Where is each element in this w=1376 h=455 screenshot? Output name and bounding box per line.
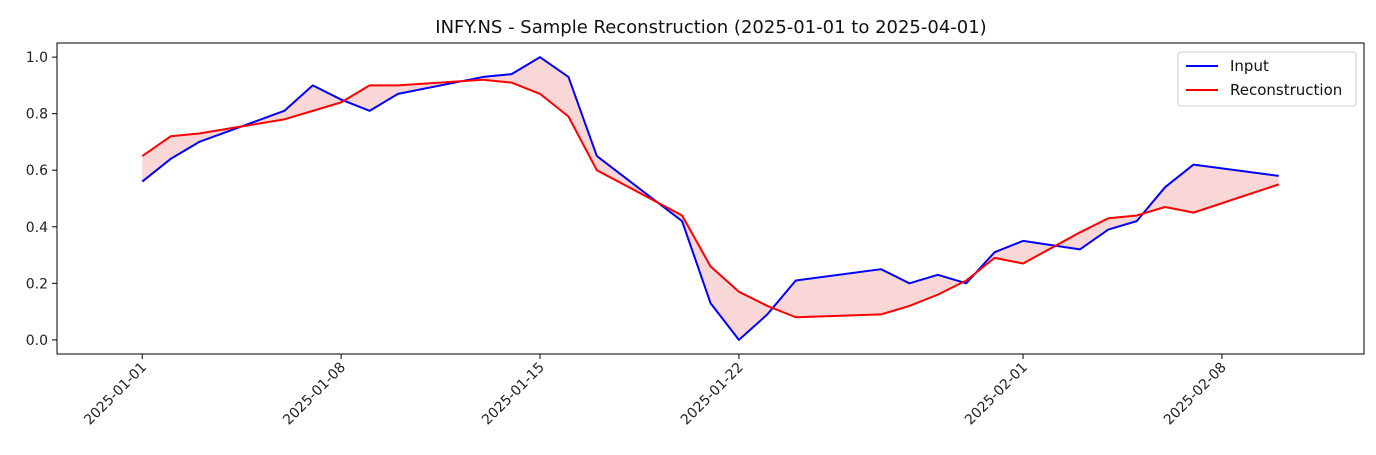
x-tick-label: 2025-01-15 bbox=[479, 360, 548, 429]
x-tick-label: 2025-02-08 bbox=[1161, 360, 1230, 429]
y-tick-label: 0.2 bbox=[26, 276, 48, 292]
legend-box bbox=[1177, 51, 1357, 107]
y-tick-label: 0.4 bbox=[26, 220, 48, 236]
y-tick-label: 0.8 bbox=[26, 107, 48, 123]
legend-label: Input bbox=[1230, 57, 1269, 75]
chart-title: INFY.NS - Sample Reconstruction (2025-01… bbox=[435, 17, 986, 38]
y-tick-label: 1.0 bbox=[26, 50, 48, 66]
difference-fill bbox=[142, 57, 1279, 340]
plot-frame bbox=[56, 42, 1365, 355]
y-tick-label: 0.0 bbox=[26, 333, 48, 349]
x-tick-label: 2025-02-01 bbox=[962, 360, 1031, 429]
x-tick-label: 2025-01-08 bbox=[280, 360, 349, 429]
legend: Input Reconstruction bbox=[1177, 51, 1357, 107]
x-tick-label: 2025-01-01 bbox=[81, 360, 150, 429]
plot-area bbox=[141, 56, 1280, 341]
series-line-input bbox=[141, 56, 1279, 341]
series-line-reconstruction bbox=[141, 78, 1280, 319]
x-tick-label: 2025-01-22 bbox=[678, 360, 747, 429]
y-tick-label: 0.6 bbox=[26, 163, 48, 179]
axes: 0.0 0.2 0.4 0.6 0.8 1.0 2025-01-01 2025-01-08 20… bbox=[26, 50, 1230, 428]
legend-label: Reconstruction bbox=[1230, 81, 1342, 99]
